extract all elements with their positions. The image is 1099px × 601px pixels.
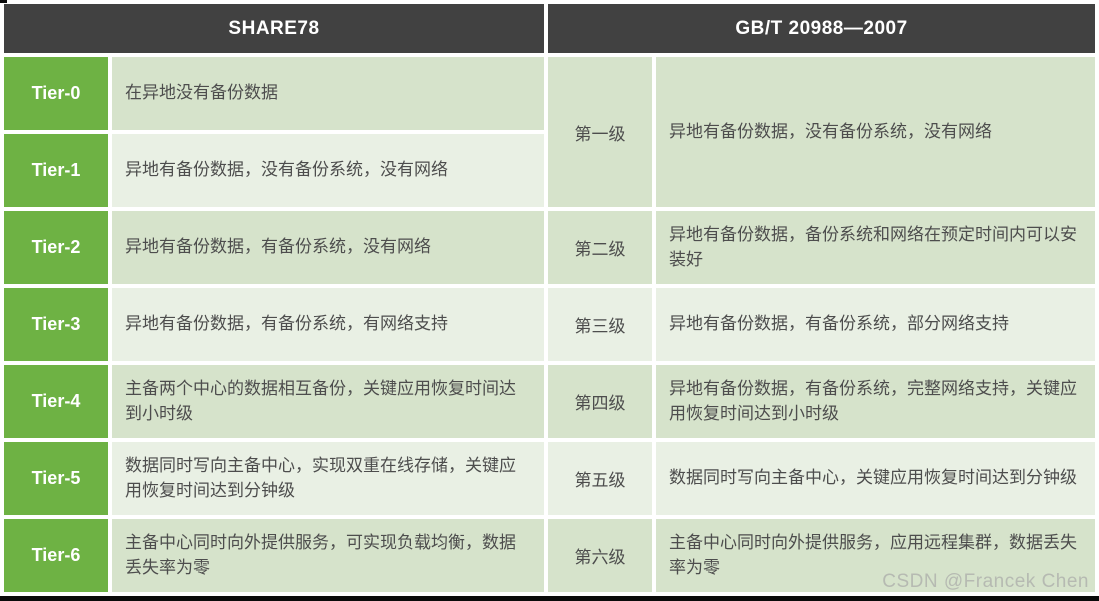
tier-label-cell: Tier-3 <box>4 288 108 361</box>
table-row-tier-2: Tier-2 异地有备份数据，有备份系统，没有网络 第二级 异地有备份数据，备份… <box>4 211 1096 284</box>
gb-desc-cell: 主备中心同时向外提供服务，应用远程集群，数据丢失率为零 <box>656 519 1096 592</box>
header-share78: SHARE78 <box>4 4 544 53</box>
gb-level-cell: 第五级 <box>548 442 652 515</box>
bottom-border-bar <box>0 596 1099 601</box>
tier-label-cell: Tier-1 <box>4 134 108 207</box>
gb-level-cell: 第三级 <box>548 288 652 361</box>
share-desc-cell: 在异地没有备份数据 <box>112 57 544 130</box>
gb-desc-cell: 异地有备份数据，备份系统和网络在预定时间内可以安装好 <box>656 211 1096 284</box>
table-row-tier-0: Tier-0 在异地没有备份数据 第一级 异地有备份数据，没有备份系统，没有网络 <box>4 57 1096 207</box>
gb-desc-cell: 异地有备份数据，有备份系统，部分网络支持 <box>656 288 1096 361</box>
header-row: SHARE78 GB/T 20988—2007 <box>4 4 1096 53</box>
gb-level-cell: 第六级 <box>548 519 652 592</box>
share-desc-cell: 异地有备份数据，有备份系统，有网络支持 <box>112 288 544 361</box>
tier-label-cell: Tier-4 <box>4 365 108 438</box>
gb-level-cell: 第二级 <box>548 211 652 284</box>
gb-desc-cell: 异地有备份数据，有备份系统，完整网络支持，关键应用恢复时间达到小时级 <box>656 365 1096 438</box>
share-desc-cell: 主备两个中心的数据相互备份，关键应用恢复时间达到小时级 <box>112 365 544 438</box>
share-desc-cell: 主备中心同时向外提供服务，可实现负载均衡，数据丢失率为零 <box>112 519 544 592</box>
share-desc-cell: 数据同时写向主备中心，实现双重在线存储，关键应用恢复时间达到分钟级 <box>112 442 544 515</box>
tier-label-cell: Tier-6 <box>4 519 108 592</box>
share-desc-cell: 异地有备份数据，有备份系统，没有网络 <box>112 211 544 284</box>
share-desc-cell: 异地有备份数据，没有备份系统，没有网络 <box>112 134 544 207</box>
tier-label-cell: Tier-5 <box>4 442 108 515</box>
header-gbt-20988-2007: GB/T 20988—2007 <box>548 4 1096 53</box>
gb-desc-cell: 异地有备份数据，没有备份系统，没有网络 <box>656 57 1096 207</box>
gb-level-cell: 第四级 <box>548 365 652 438</box>
corner-tick-decoration <box>0 0 7 3</box>
table-row-tier-4: Tier-4 主备两个中心的数据相互备份，关键应用恢复时间达到小时级 第四级 异… <box>4 365 1096 438</box>
table-row-tier-6: Tier-6 主备中心同时向外提供服务，可实现负载均衡，数据丢失率为零 第六级 … <box>4 519 1096 592</box>
tier-label-cell: Tier-0 <box>4 57 108 130</box>
table-row-tier-3: Tier-3 异地有备份数据，有备份系统，有网络支持 第三级 异地有备份数据，有… <box>4 288 1096 361</box>
tier-label-cell: Tier-2 <box>4 211 108 284</box>
gb-desc-cell: 数据同时写向主备中心，关键应用恢复时间达到分钟级 <box>656 442 1096 515</box>
table-row-tier-5: Tier-5 数据同时写向主备中心，实现双重在线存储，关键应用恢复时间达到分钟级… <box>4 442 1096 515</box>
gb-level-cell: 第一级 <box>548 57 652 207</box>
table-row-tier-1: Tier-1 异地有备份数据，没有备份系统，没有网络 <box>4 134 1095 207</box>
